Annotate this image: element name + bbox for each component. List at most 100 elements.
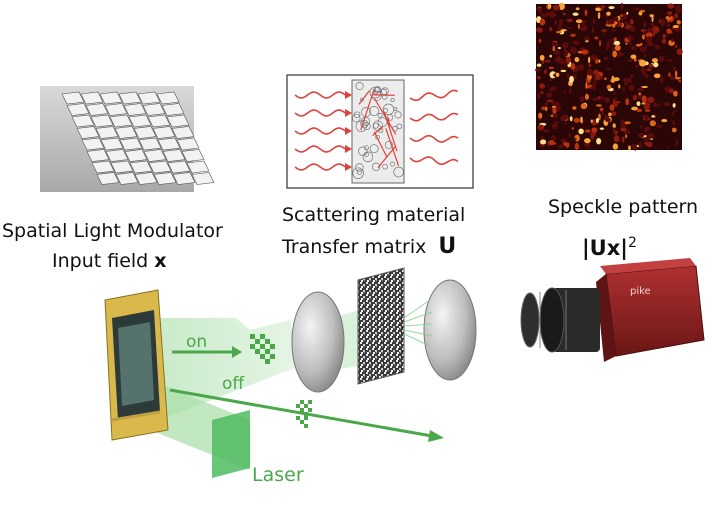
speckle-grain (538, 38, 542, 43)
slm-mirror-array-image (40, 86, 215, 192)
speckle-grain (644, 114, 649, 122)
speckle-grain (666, 23, 671, 27)
pattern-cell (260, 354, 265, 359)
speckle-grain (648, 132, 655, 139)
speckle-grain (657, 104, 661, 107)
speckle-grain (554, 49, 559, 56)
off-arrowhead (428, 430, 444, 442)
pattern-cell (300, 400, 304, 404)
micromirror (66, 103, 90, 116)
speckle-grain (595, 104, 602, 107)
speckle-grain (660, 76, 664, 84)
scattering-subtitle: Transfer matrix U (282, 236, 456, 258)
micromirror (118, 91, 142, 105)
speckle-grain (554, 120, 560, 123)
speckle-grain (606, 67, 611, 70)
micromirror (162, 149, 186, 162)
speckle-grain (631, 106, 638, 111)
speckle-grain (672, 66, 676, 72)
speckle-grain (643, 21, 647, 27)
speckle-grain (663, 102, 670, 107)
speckle-grain (666, 28, 672, 34)
micromirror (167, 160, 191, 174)
speckle-grain (575, 19, 583, 24)
speckle-grain (627, 59, 634, 62)
speckle-grain (581, 49, 589, 55)
speckle-grain (584, 9, 588, 17)
micromirror (90, 114, 114, 128)
speckle-grain (536, 75, 541, 80)
speckle-grain (647, 96, 655, 104)
particle (352, 113, 361, 123)
speckle-grain (613, 90, 616, 96)
speckle-grain (578, 128, 584, 135)
speckle-grain (674, 70, 678, 78)
speckle-grain (629, 19, 634, 25)
speckle-image (535, 2, 683, 151)
speckle-grain (544, 101, 548, 108)
speckle-grain (549, 26, 553, 32)
micromirror (96, 172, 120, 185)
speckle-grain (540, 90, 544, 95)
speckle-grain (594, 36, 599, 40)
speckle-grain (598, 59, 601, 63)
speckle-grain (670, 75, 675, 81)
speckle-grain (627, 76, 632, 84)
outgoing-wave (409, 112, 459, 122)
pattern-cell (255, 339, 260, 344)
outgoing-wave (409, 134, 459, 143)
speckle-grain (544, 105, 548, 112)
micromirror (148, 160, 172, 174)
speckle-grain (584, 36, 590, 42)
speckle-grain (593, 78, 597, 86)
micromirror (153, 172, 177, 185)
speckle-grain (661, 118, 668, 123)
speckle-grain (585, 82, 588, 90)
speckle-grain (613, 40, 621, 46)
speckle-grain (629, 26, 636, 32)
speckle-grain (615, 100, 621, 104)
micromirror (124, 149, 148, 162)
speckle-grain (617, 51, 624, 57)
slm-subtitle-text: Input field (52, 250, 149, 272)
speckle-grain (558, 144, 564, 149)
speckle-grain (558, 2, 565, 11)
speckle-grain (620, 127, 627, 132)
speckle-grain (658, 55, 665, 63)
micromirror (99, 91, 123, 105)
micromirror (76, 126, 100, 139)
speckle-grain (626, 11, 629, 15)
speckle-grain (563, 114, 568, 120)
particle (372, 122, 379, 129)
speckle-grain (544, 69, 547, 74)
speckle-grain (636, 108, 643, 113)
speckle-grain (654, 45, 661, 50)
micromirror (109, 114, 133, 128)
pattern-cell (250, 344, 255, 349)
speckle-grain (561, 41, 569, 49)
pattern-cell (260, 344, 265, 349)
incident-wave (294, 109, 346, 117)
speckle-grain (674, 45, 678, 48)
speckle-grain (621, 136, 625, 143)
speckle-grain (599, 127, 605, 130)
micromirror (85, 103, 109, 116)
wave-arrowhead (345, 163, 352, 171)
speckle-grain (575, 7, 580, 11)
speckle-grain (542, 129, 550, 133)
micromirror (143, 149, 167, 162)
speckle-grain (649, 116, 652, 121)
speckle-grain (549, 10, 556, 18)
speckle-formula: |Ux|2 (582, 236, 637, 259)
speckle-grain (548, 66, 554, 70)
particle (362, 122, 371, 130)
speckle-grain (585, 40, 589, 43)
speckle-grain (647, 27, 654, 33)
speckle-grain (620, 119, 625, 125)
pattern-cell (270, 344, 275, 349)
speckle-grain (668, 88, 674, 94)
off-pattern-icon (296, 400, 312, 428)
speckle-grain (643, 126, 651, 133)
speckle-grain (652, 25, 660, 34)
speckle-grain (648, 63, 654, 68)
